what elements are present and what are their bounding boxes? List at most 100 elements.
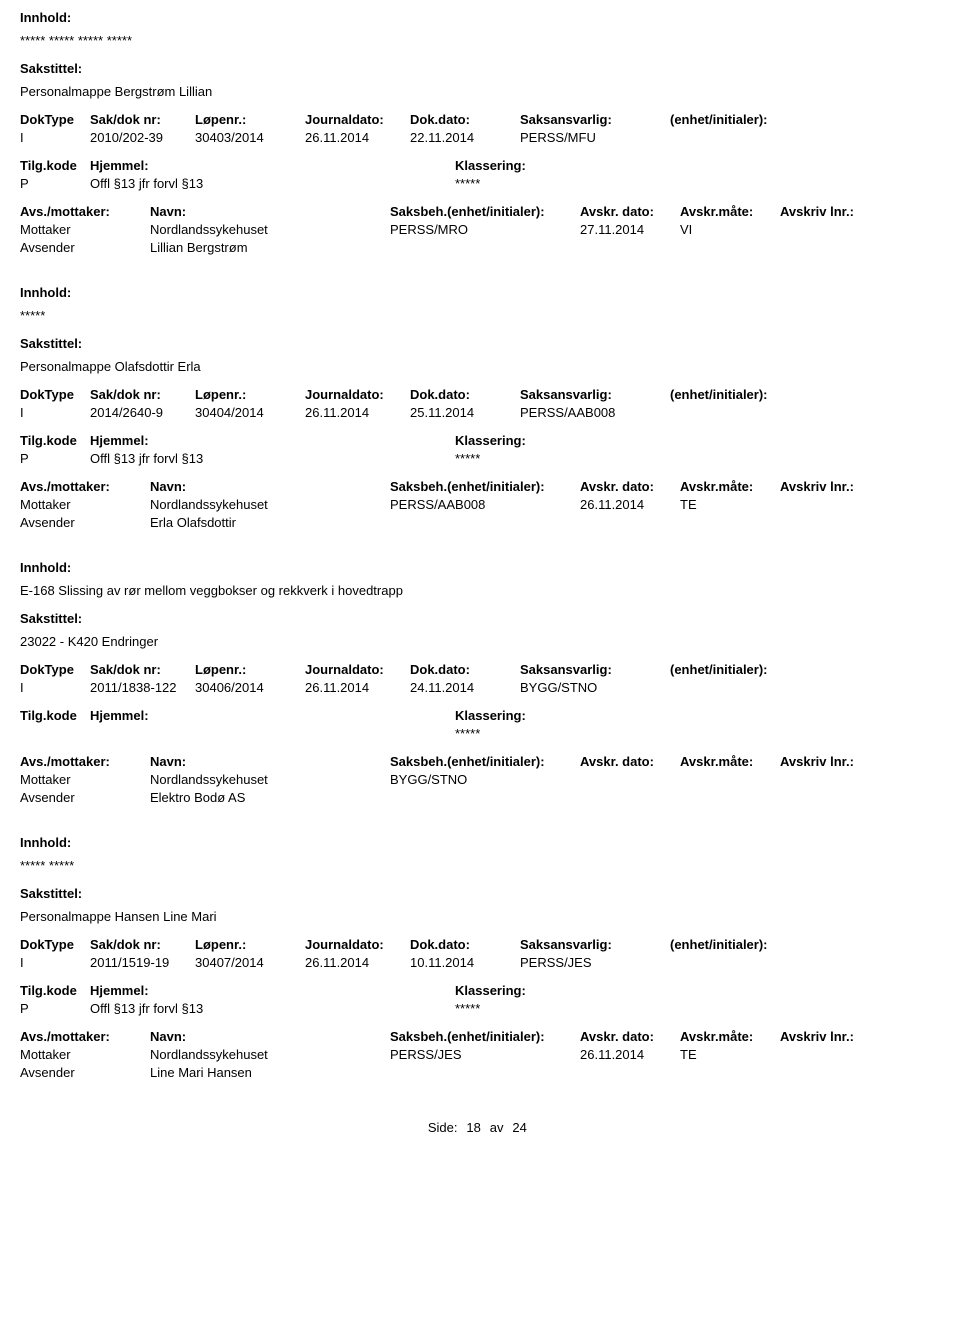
col-klassering: Klassering: <box>455 983 905 998</box>
val-dokdato: 22.11.2014 <box>410 130 520 145</box>
col-saksbeh: Saksbeh.(enhet/initialer): <box>390 204 580 219</box>
val-hjemmel <box>90 726 455 741</box>
party-avskrmate: TE <box>680 1047 780 1062</box>
party-avskrmate <box>680 772 780 787</box>
col-doktype: DokType <box>20 937 90 952</box>
col-saksbeh: Saksbeh.(enhet/initialer): <box>390 754 580 769</box>
col-journaldato: Journaldato: <box>305 112 410 127</box>
val-dokdato: 24.11.2014 <box>410 680 520 695</box>
col-sakdok: Sak/dok nr: <box>90 937 195 952</box>
hjemmel-header-row: Tilg.kode Hjemmel: Klassering: <box>20 708 940 723</box>
innhold-label: Innhold: <box>20 285 940 300</box>
col-doktype: DokType <box>20 112 90 127</box>
val-doktype: I <box>20 680 90 695</box>
val-journaldato: 26.11.2014 <box>305 955 410 970</box>
col-hjemmel: Hjemmel: <box>90 708 455 723</box>
val-sakdok: 2011/1838-122 <box>90 680 195 695</box>
innhold-label: Innhold: <box>20 560 940 575</box>
hjemmel-value-row: P Offl §13 jfr forvl §13 ***** <box>20 451 940 466</box>
col-avskrdato: Avskr. dato: <box>580 754 680 769</box>
col-hjemmel: Hjemmel: <box>90 983 455 998</box>
innhold-label: Innhold: <box>20 10 940 25</box>
party-avskrdato: 27.11.2014 <box>580 222 680 237</box>
party-saksbeh <box>390 1065 580 1080</box>
party-row: Avsender Erla Olafsdottir <box>20 515 940 530</box>
col-journaldato: Journaldato: <box>305 662 410 677</box>
party-row: Mottaker Nordlandssykehuset PERSS/AAB008… <box>20 497 940 512</box>
party-header-row: Avs./mottaker: Navn: Saksbeh.(enhet/init… <box>20 1029 940 1044</box>
party-role: Avsender <box>20 1065 150 1080</box>
party-avskrmate <box>680 240 780 255</box>
party-rows: Mottaker Nordlandssykehuset PERSS/JES 26… <box>20 1047 940 1080</box>
page-footer: Side: 18 av 24 <box>20 1120 940 1135</box>
party-navn: Nordlandssykehuset <box>150 1047 390 1062</box>
party-header-row: Avs./mottaker: Navn: Saksbeh.(enhet/init… <box>20 754 940 769</box>
val-sakdok: 2014/2640-9 <box>90 405 195 420</box>
party-navn: Lillian Bergstrøm <box>150 240 390 255</box>
col-enhet: (enhet/initialer): <box>670 112 940 127</box>
party-role: Mottaker <box>20 497 150 512</box>
hjemmel-header-row: Tilg.kode Hjemmel: Klassering: <box>20 158 940 173</box>
footer-sep: av <box>490 1120 504 1135</box>
innhold-value: ***** ***** ***** ***** <box>20 33 940 48</box>
metadata-header-row: DokType Sak/dok nr: Løpenr.: Journaldato… <box>20 112 940 127</box>
party-rows: Mottaker Nordlandssykehuset PERSS/MRO 27… <box>20 222 940 255</box>
col-avskrivlnr: Avskriv lnr.: <box>780 754 940 769</box>
val-sakdok: 2010/202-39 <box>90 130 195 145</box>
party-role: Mottaker <box>20 772 150 787</box>
party-navn: Nordlandssykehuset <box>150 497 390 512</box>
col-avskrdato: Avskr. dato: <box>580 1029 680 1044</box>
col-lopenr: Løpenr.: <box>195 112 305 127</box>
party-row: Mottaker Nordlandssykehuset BYGG/STNO <box>20 772 940 787</box>
sakstittel-value: Personalmappe Olafsdottir Erla <box>20 359 940 374</box>
col-avsmottaker: Avs./mottaker: <box>20 754 150 769</box>
val-klassering: ***** <box>455 176 495 191</box>
party-role: Mottaker <box>20 1047 150 1062</box>
col-klassering: Klassering: <box>455 433 905 448</box>
col-avskrmate: Avskr.måte: <box>680 1029 780 1044</box>
party-saksbeh <box>390 515 580 530</box>
val-klassering: ***** <box>455 451 495 466</box>
party-saksbeh: BYGG/STNO <box>390 772 580 787</box>
hjemmel-header-row: Tilg.kode Hjemmel: Klassering: <box>20 433 940 448</box>
col-tilgkode: Tilg.kode <box>20 983 90 998</box>
metadata-header-row: DokType Sak/dok nr: Løpenr.: Journaldato… <box>20 662 940 677</box>
val-klassering: ***** <box>455 1001 495 1016</box>
col-sakdok: Sak/dok nr: <box>90 662 195 677</box>
metadata-value-row: I 2011/1519-19 30407/2014 26.11.2014 10.… <box>20 955 940 970</box>
party-navn: Line Mari Hansen <box>150 1065 390 1080</box>
col-journaldato: Journaldato: <box>305 387 410 402</box>
journal-entry: Innhold: E-168 Slissing av rør mellom ve… <box>20 560 940 805</box>
val-dokdato: 10.11.2014 <box>410 955 520 970</box>
party-rows: Mottaker Nordlandssykehuset BYGG/STNO Av… <box>20 772 940 805</box>
col-sakdok: Sak/dok nr: <box>90 387 195 402</box>
val-lopenr: 30406/2014 <box>195 680 305 695</box>
col-avskrivlnr: Avskriv lnr.: <box>780 204 940 219</box>
val-doktype: I <box>20 955 90 970</box>
col-saksbeh: Saksbeh.(enhet/initialer): <box>390 1029 580 1044</box>
val-hjemmel: Offl §13 jfr forvl §13 <box>90 176 455 191</box>
val-lopenr: 30404/2014 <box>195 405 305 420</box>
sakstittel-value: Personalmappe Bergstrøm Lillian <box>20 84 940 99</box>
col-lopenr: Løpenr.: <box>195 662 305 677</box>
col-enhet: (enhet/initialer): <box>670 387 940 402</box>
col-avskrmate: Avskr.måte: <box>680 204 780 219</box>
val-journaldato: 26.11.2014 <box>305 130 410 145</box>
party-role: Avsender <box>20 790 150 805</box>
party-avskrdato <box>580 1065 680 1080</box>
col-hjemmel: Hjemmel: <box>90 158 455 173</box>
col-avsmottaker: Avs./mottaker: <box>20 1029 150 1044</box>
party-avskrdato <box>580 240 680 255</box>
val-saksansvarlig: PERSS/MFU <box>520 130 670 145</box>
col-doktype: DokType <box>20 387 90 402</box>
party-avskrdato <box>580 515 680 530</box>
party-row: Avsender Lillian Bergstrøm <box>20 240 940 255</box>
party-navn: Elektro Bodø AS <box>150 790 390 805</box>
journal-entry: Innhold: ***** ***** ***** ***** Sakstit… <box>20 10 940 255</box>
col-avskrdato: Avskr. dato: <box>580 479 680 494</box>
val-hjemmel: Offl §13 jfr forvl §13 <box>90 1001 455 1016</box>
metadata-header-row: DokType Sak/dok nr: Løpenr.: Journaldato… <box>20 937 940 952</box>
val-lopenr: 30403/2014 <box>195 130 305 145</box>
col-avskrivlnr: Avskriv lnr.: <box>780 479 940 494</box>
party-role: Mottaker <box>20 222 150 237</box>
